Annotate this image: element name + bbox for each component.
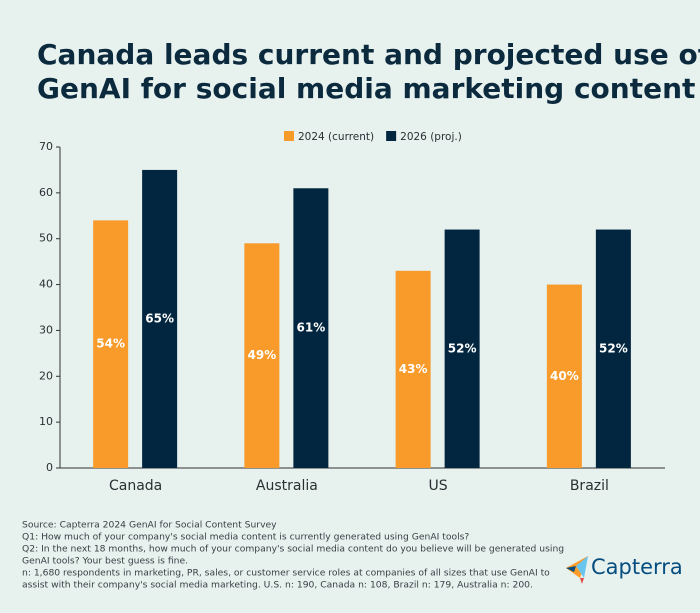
footnote: n: 1,680 respondents in marketing, PR, s… bbox=[22, 568, 550, 579]
y-tick-label: 60 bbox=[39, 186, 53, 199]
value-label: 43% bbox=[399, 362, 428, 376]
x-tick-label: Australia bbox=[256, 478, 318, 494]
footnote: Source: Capterra 2024 GenAI for Social C… bbox=[22, 520, 277, 531]
footnote: Q2: In the next 18 months, how much of y… bbox=[22, 544, 564, 555]
bar bbox=[595, 229, 631, 468]
logo-mark bbox=[576, 556, 588, 578]
bar bbox=[293, 188, 329, 468]
y-tick-label: 70 bbox=[39, 140, 53, 153]
logo-mark bbox=[566, 566, 576, 572]
chart-title: GenAI for social media marketing content bbox=[37, 72, 695, 105]
bar bbox=[395, 270, 431, 468]
y-tick-label: 50 bbox=[39, 232, 53, 245]
value-label: 54% bbox=[96, 337, 125, 351]
value-label: 52% bbox=[599, 341, 628, 355]
chart-title: Canada leads current and projected use o… bbox=[37, 38, 700, 71]
y-tick-label: 40 bbox=[39, 278, 53, 291]
legend-label: 2026 (proj.) bbox=[400, 131, 462, 143]
bar bbox=[93, 220, 129, 468]
footnote: GenAI tools? Your best guess is fine. bbox=[22, 556, 188, 567]
legend-swatch bbox=[284, 131, 294, 141]
y-tick-label: 0 bbox=[46, 461, 53, 474]
value-label: 61% bbox=[297, 321, 326, 335]
legend-swatch bbox=[386, 131, 397, 141]
bar bbox=[142, 169, 178, 468]
y-tick-label: 20 bbox=[39, 369, 53, 382]
y-tick-label: 10 bbox=[39, 415, 53, 428]
x-tick-label: US bbox=[429, 478, 448, 494]
footnote: Q1: How much of your company's social me… bbox=[22, 532, 469, 543]
value-label: 49% bbox=[248, 348, 277, 362]
logo: Capterra bbox=[566, 555, 683, 584]
x-tick-label: Canada bbox=[109, 478, 162, 494]
footnote: assist with their company's social media… bbox=[22, 580, 533, 591]
bar bbox=[244, 243, 280, 468]
value-label: 52% bbox=[448, 341, 477, 355]
y-tick-label: 30 bbox=[39, 323, 53, 336]
bar bbox=[546, 284, 582, 468]
logo-text: Capterra bbox=[591, 555, 683, 579]
value-label: 40% bbox=[550, 369, 579, 383]
logo-mark bbox=[580, 578, 584, 584]
legend-label: 2024 (current) bbox=[298, 131, 374, 143]
value-label: 65% bbox=[145, 311, 174, 325]
x-tick-label: Brazil bbox=[570, 478, 609, 494]
bar bbox=[444, 229, 480, 468]
